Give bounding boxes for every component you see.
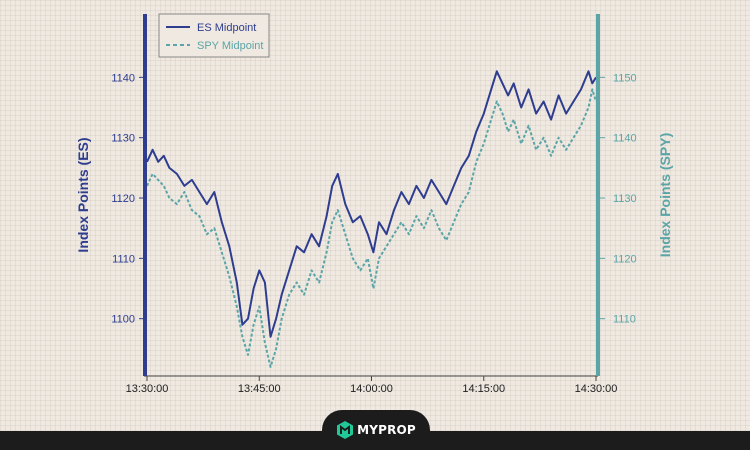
left-tick-label: 1140 xyxy=(111,72,135,84)
chart: 1100 1110 1120 1130 1140 1110 1120 1130 1140 115… xyxy=(75,13,673,395)
left-axis-ticks: 1100 1110 1120 1130 1140 xyxy=(111,72,143,326)
legend-label-spy: SPY Midpoint xyxy=(197,40,263,52)
x-axis-ticks: 13:30:00 13:45:00 14:00:00 14:15:00 14:30:00 xyxy=(126,376,618,395)
logo-text: MYPROP xyxy=(357,423,416,437)
right-axis-ticks: 1110 1120 1130 1140 1150 xyxy=(600,72,637,326)
es-midpoint-line xyxy=(146,70,597,338)
right-axis-label: Index Points (SPY) xyxy=(657,133,673,257)
left-tick-label: 1110 xyxy=(112,253,135,265)
left-tick-label: 1120 xyxy=(111,193,135,205)
legend-label-es: ES Midpoint xyxy=(197,22,256,34)
left-axis-bar xyxy=(143,14,147,376)
spy-midpoint-line xyxy=(146,88,597,368)
x-tick-label: 14:00:00 xyxy=(350,383,393,395)
myprop-logo-icon xyxy=(337,421,354,439)
legend: ES Midpoint SPY Midpoint xyxy=(158,13,270,58)
right-tick-label: 1150 xyxy=(613,72,637,84)
right-tick-label: 1140 xyxy=(613,133,637,145)
left-tick-label: 1130 xyxy=(111,133,135,145)
x-tick-label: 14:15:00 xyxy=(462,383,505,395)
legend-box xyxy=(158,13,270,58)
brand-logo[interactable]: MYPROP xyxy=(322,410,430,450)
right-axis-bar xyxy=(596,14,600,376)
x-tick-label: 13:30:00 xyxy=(126,383,169,395)
right-tick-label: 1120 xyxy=(613,253,637,265)
x-tick-label: 13:45:00 xyxy=(238,383,281,395)
left-axis-label: Index Points (ES) xyxy=(75,137,91,252)
left-tick-label: 1100 xyxy=(111,314,135,326)
right-tick-label: 1110 xyxy=(613,314,636,326)
right-tick-label: 1130 xyxy=(613,193,637,205)
series-layer xyxy=(146,70,597,368)
x-tick-label: 14:30:00 xyxy=(575,383,618,395)
